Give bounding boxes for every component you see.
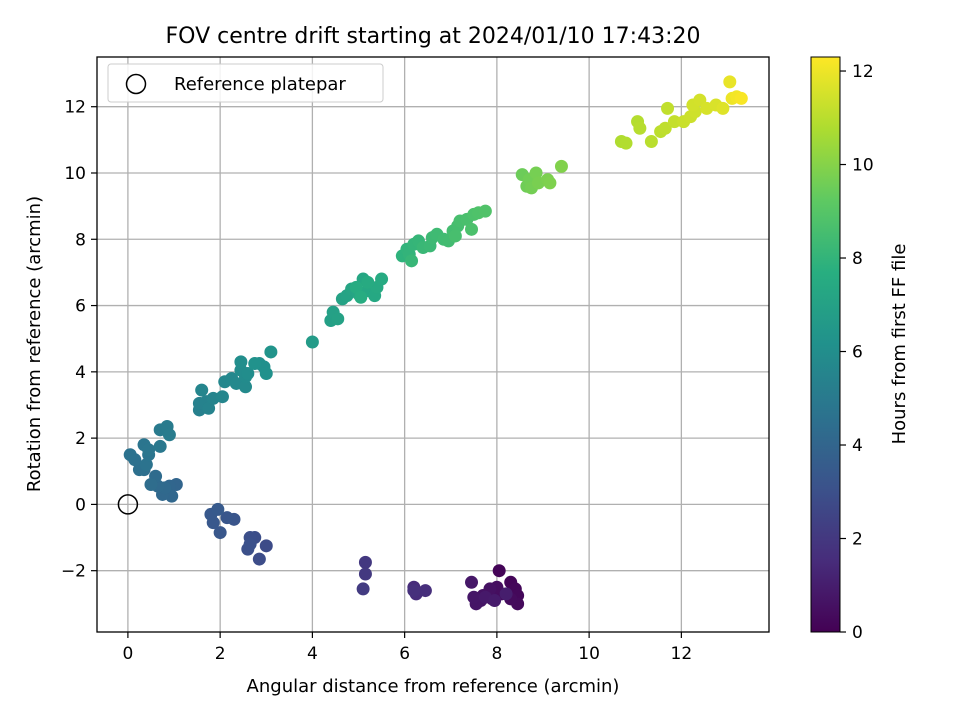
x-tick-label: 4 [307,644,318,664]
data-point [478,204,492,218]
colorbar-gradient [810,56,841,633]
data-point [259,539,273,553]
colorbar-tick-label: 10 [852,156,874,176]
data-point [667,115,681,129]
data-point [723,75,737,89]
x-tick-label: 6 [399,644,410,664]
data-points [123,75,748,611]
data-point [499,587,513,601]
data-point [142,443,156,457]
data-point [195,383,209,397]
data-point [658,121,672,135]
legend-entry-reference-platepar: Reference platepar [174,74,346,95]
reference-marker-layer [117,494,139,515]
colorbar-tick-label: 4 [852,436,863,456]
data-point [213,526,227,540]
data-point [144,478,158,492]
data-point [239,380,253,394]
data-point [554,159,568,173]
colorbar-tick-label: 6 [852,343,863,363]
data-point [211,502,225,516]
data-point [619,136,633,150]
data-point [234,355,248,369]
data-point [465,575,479,589]
y-tick-label: 0 [75,495,86,515]
data-point [153,439,167,453]
data-point [220,511,234,525]
data-point [405,254,419,268]
y-axis-label: Rotation from reference (arcmin) [24,196,45,492]
data-point [358,567,372,581]
data-point [633,121,647,135]
data-point [331,312,345,326]
x-tick-label: 12 [671,644,693,664]
grid-lines [97,57,769,632]
colorbar-tick-label: 0 [852,623,863,643]
data-point [358,555,372,569]
data-point [407,584,421,598]
data-point [492,564,506,578]
data-point [644,135,658,149]
data-point [418,584,432,598]
colorbar-tick-label: 12 [852,62,874,82]
y-tick-label: 6 [75,297,86,317]
data-point [529,166,543,180]
x-tick-label: 2 [215,644,226,664]
y-tick-label: 8 [75,230,86,250]
data-point [356,582,370,596]
x-axis-label: Angular distance from reference (arcmin) [247,676,620,697]
data-point [467,590,481,604]
plot-frame [96,56,770,633]
y-axis-ticks: −2 0 2 4 6 8 10 12 [61,98,97,582]
data-point [716,101,730,115]
y-tick-label: −2 [61,562,86,582]
colorbar-tick-label: 8 [852,249,863,269]
data-point [123,448,137,462]
x-tick-label: 0 [122,644,133,664]
chart-title: FOV centre drift starting at 2024/01/10 … [166,24,701,49]
data-point [661,101,675,115]
data-point [162,428,176,442]
data-point [139,458,153,472]
y-tick-label: 10 [64,164,86,184]
x-tick-label: 10 [578,644,600,664]
data-point [241,366,255,380]
data-point [734,91,748,105]
data-point [448,229,462,243]
data-point [243,537,257,551]
data-point [215,390,229,404]
colorbar-label: Hours from first FF file [889,244,910,445]
legend: Reference platepar [107,63,384,103]
legend-reference-marker [125,73,147,95]
x-axis-ticks: 0 2 4 6 8 10 12 [122,632,692,664]
x-tick-label: 8 [491,644,502,664]
data-point [305,335,319,349]
data-point [375,272,389,286]
data-point [488,594,502,608]
data-point [264,345,278,359]
legend-box [107,63,384,103]
y-tick-label: 2 [75,429,86,449]
colorbar-ticks: 0 2 4 6 8 10 12 [840,62,874,643]
data-point [252,552,266,566]
colorbar: 0 2 4 6 8 10 12 Hours from first FF file [810,56,910,643]
data-point [248,357,262,371]
data-point [349,280,363,294]
y-tick-label: 4 [75,363,86,383]
colorbar-tick-label: 2 [852,530,863,550]
data-point [259,366,273,380]
data-point [202,401,216,415]
data-point [465,222,479,236]
data-point [354,290,368,304]
data-point [361,275,375,289]
reference-platepar-marker [117,494,139,515]
data-point [543,176,557,190]
y-tick-label: 12 [64,98,86,118]
